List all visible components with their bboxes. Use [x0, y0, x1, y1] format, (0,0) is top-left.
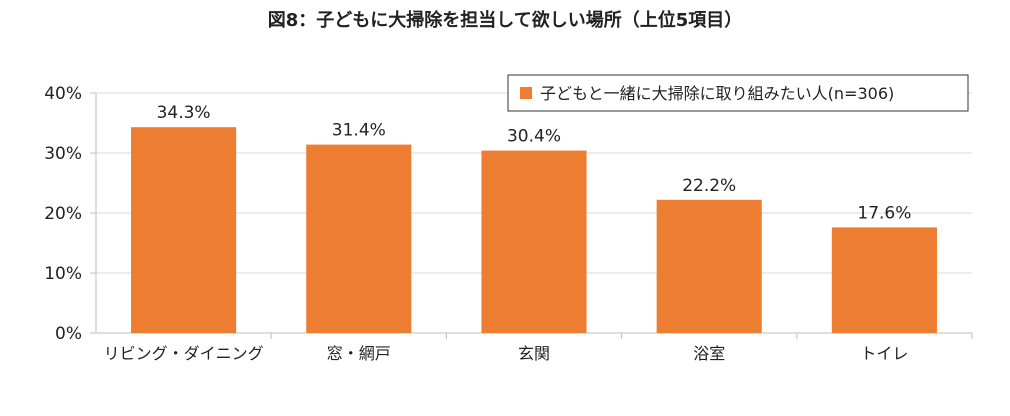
category-label: リビング・ダイニング	[104, 344, 264, 363]
category-label: 窓・網戸	[327, 344, 391, 363]
data-labels: 34.3% 31.4% 30.4% 22.2% 17.6%	[157, 103, 912, 223]
y-tick-label: 20%	[44, 204, 82, 224]
legend-label: 子どもと一緒に大掃除に取り組みたい人(n=306)	[540, 84, 894, 103]
data-label: 22.2%	[682, 176, 736, 196]
bar	[831, 227, 937, 333]
y-tick-label: 10%	[44, 264, 82, 284]
bar	[131, 127, 237, 333]
bar	[656, 199, 762, 333]
bar	[481, 150, 587, 333]
data-label: 30.4%	[507, 127, 561, 147]
y-tick-label: 30%	[44, 144, 82, 164]
chart-title: 図8：子どもに大掃除を担当して欲しい場所（上位5項目）	[267, 10, 743, 31]
data-label: 34.3%	[157, 103, 211, 123]
data-label: 31.4%	[332, 121, 386, 141]
legend-box	[507, 74, 969, 112]
legend: 子どもと一緒に大掃除に取り組みたい人(n=306)	[507, 74, 969, 112]
category-label: トイレ	[860, 344, 908, 363]
category-label: 玄関	[518, 344, 550, 363]
data-label: 17.6%	[857, 203, 911, 223]
category-label: 浴室	[693, 344, 725, 363]
bars	[131, 127, 937, 333]
bar	[306, 144, 412, 333]
legend-swatch	[520, 87, 532, 99]
y-tick-label: 40%	[44, 84, 82, 104]
x-axis: リビング・ダイニング 窓・網戸 玄関 浴室 トイレ	[104, 344, 909, 363]
y-axis: 0% 10% 20% 30% 40%	[44, 84, 97, 344]
y-tick-label: 0%	[55, 324, 82, 344]
